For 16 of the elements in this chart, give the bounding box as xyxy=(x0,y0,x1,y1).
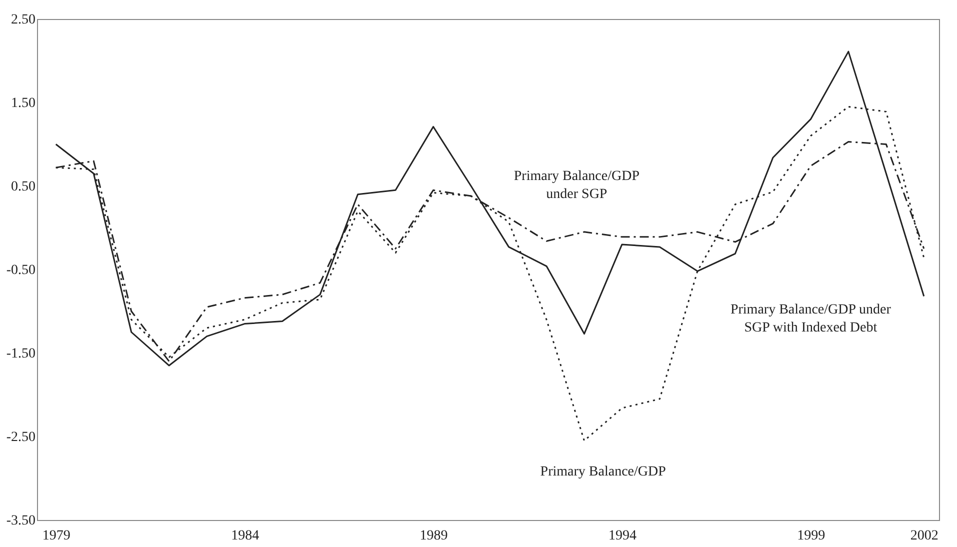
y-tick-label: -3.50 xyxy=(6,514,36,528)
y-tick-label: 2.50 xyxy=(11,12,36,28)
y-tick-label: -2.50 xyxy=(6,430,36,445)
y-tick-label: -0.50 xyxy=(6,263,36,278)
x-tick-label: 2002 xyxy=(910,528,938,544)
series-label: Primary Balance/GDP under SGP xyxy=(514,168,640,202)
y-tick-label: 1.50 xyxy=(11,96,36,111)
y-tick-label: 0.50 xyxy=(11,180,36,194)
y-tick-label: -1.50 xyxy=(6,346,36,362)
x-tick-label: 1989 xyxy=(420,528,448,544)
x-tick-label: 1994 xyxy=(608,528,636,544)
x-tick-label: 1984 xyxy=(231,528,260,544)
x-tick-label: 1979 xyxy=(42,528,70,544)
text: Primary Balance/GDP xyxy=(540,464,666,480)
x-tick-label: 1999 xyxy=(797,528,826,544)
text: Primary Balance/GDP under SGP with Indexed Debt xyxy=(730,302,892,336)
